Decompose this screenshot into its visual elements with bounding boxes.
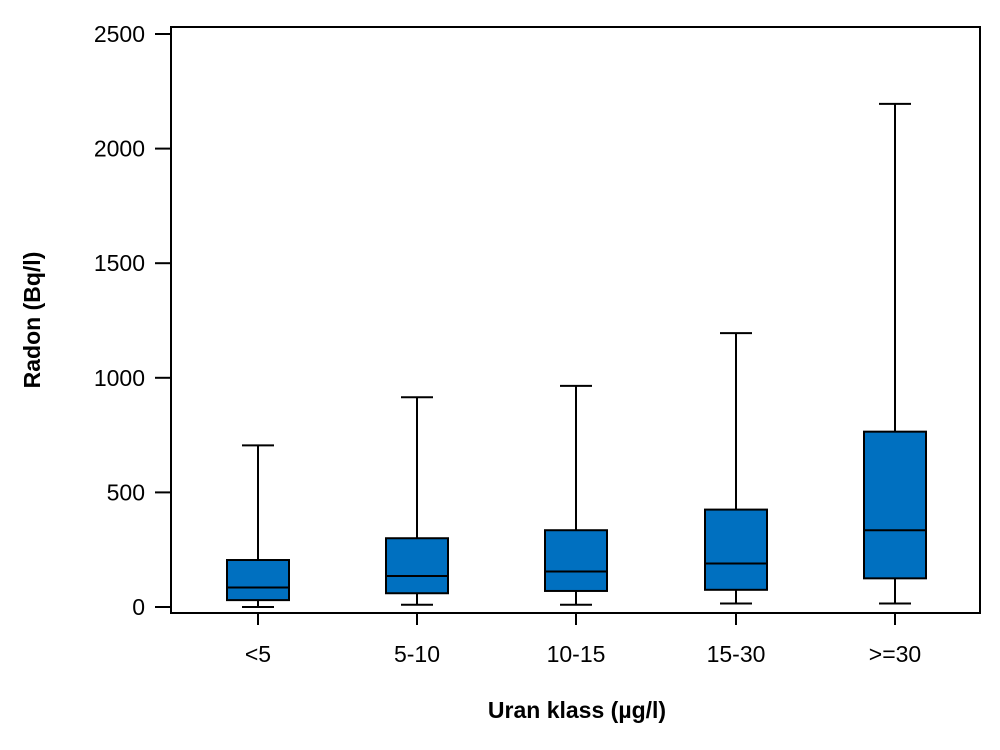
iqr-box bbox=[544, 529, 608, 592]
x-tick-label: 15-30 bbox=[707, 641, 766, 667]
x-axis-title: Uran klass (µg/l) bbox=[488, 697, 666, 723]
y-tick-label: 1000 bbox=[94, 365, 145, 391]
y-tick-label: 500 bbox=[107, 479, 145, 505]
y-tick-label: 2000 bbox=[94, 136, 145, 162]
y-axis-title: Radon (Bq/l) bbox=[19, 252, 45, 389]
x-axis: <5 5-10 10-15 15-30 >=30 bbox=[245, 613, 921, 667]
x-tick-label: >=30 bbox=[869, 641, 921, 667]
iqr-box bbox=[863, 430, 927, 580]
box-1 bbox=[226, 444, 290, 608]
y-tick-label: 2500 bbox=[94, 21, 145, 47]
x-tick-label: 10-15 bbox=[547, 641, 606, 667]
iqr-box bbox=[226, 559, 290, 602]
y-tick-label: 1500 bbox=[94, 250, 145, 276]
x-tick-label: 5-10 bbox=[394, 641, 440, 667]
box-4 bbox=[704, 332, 768, 605]
x-tick-label: <5 bbox=[245, 641, 271, 667]
y-tick-label: 0 bbox=[132, 594, 145, 620]
box-3 bbox=[544, 384, 608, 606]
y-axis: 0 500 1000 1500 2000 2500 bbox=[94, 21, 171, 620]
box-2 bbox=[385, 396, 449, 606]
box-series bbox=[226, 102, 927, 608]
box-5 bbox=[863, 102, 927, 605]
iqr-box bbox=[704, 508, 768, 591]
iqr-box bbox=[385, 537, 449, 595]
